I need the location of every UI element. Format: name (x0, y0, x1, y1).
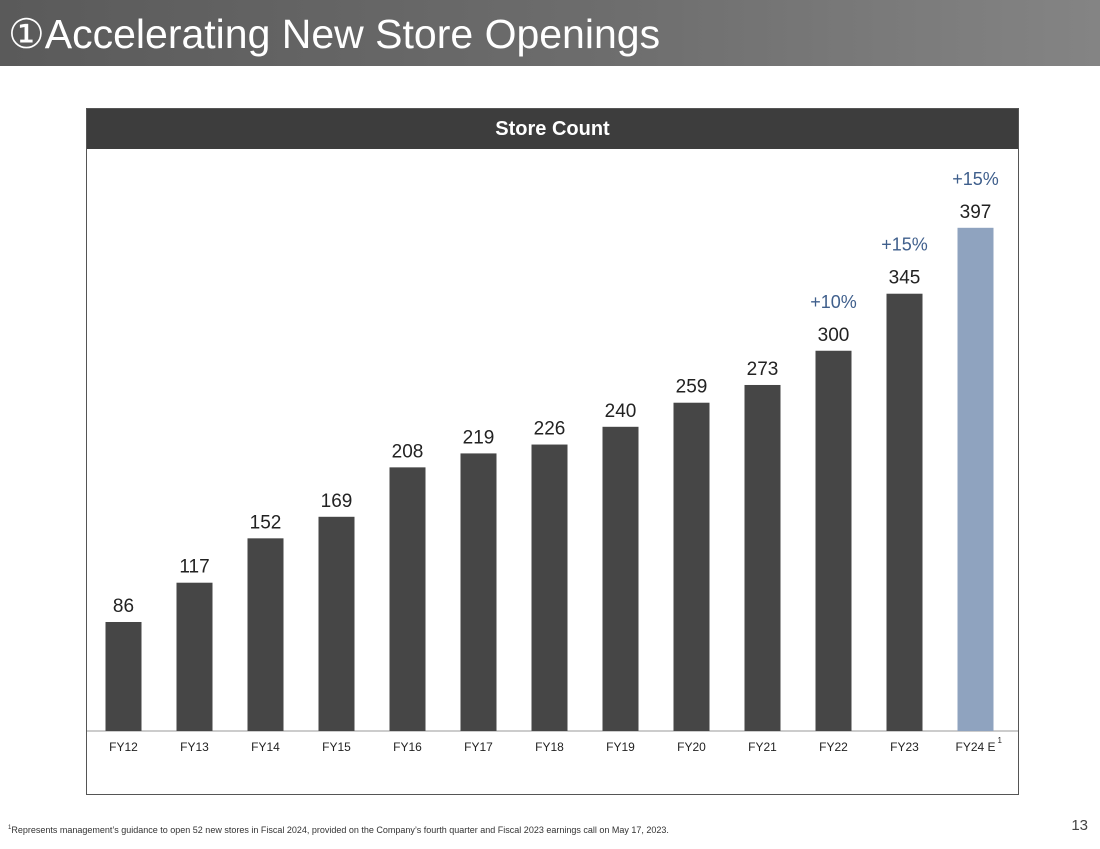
bar-fy22 (815, 350, 852, 731)
bar-fy18 (531, 444, 568, 731)
bar-fy20 (673, 402, 710, 731)
bar-fy13 (176, 582, 213, 731)
bar-fy17 (460, 453, 497, 731)
x-tick-superscript: 1 (998, 736, 1003, 745)
x-tick-label: FY20 (677, 740, 706, 754)
value-label: 152 (250, 512, 282, 533)
bar-fy24-e (957, 227, 994, 731)
x-tick-label: FY17 (464, 740, 493, 754)
bar-fy19 (602, 426, 639, 731)
value-label: 345 (889, 268, 921, 289)
value-label: 259 (676, 377, 708, 398)
value-label: 240 (605, 401, 637, 422)
slide-title: ①Accelerating New Store Openings (8, 11, 661, 57)
x-tick-label: FY16 (393, 740, 422, 754)
chart-title: Store Count (87, 109, 1018, 149)
footnote-text: Represents management’s guidance to open… (11, 825, 669, 835)
x-tick-label: FY15 (322, 740, 351, 754)
value-label: 86 (113, 596, 134, 617)
bar-fy23 (886, 293, 923, 731)
x-tick-label: FY13 (180, 740, 209, 754)
value-label: 169 (321, 491, 353, 512)
value-label: 273 (747, 359, 779, 380)
page-number: 13 (1071, 817, 1088, 834)
value-label: 300 (818, 325, 850, 346)
value-label: 208 (392, 441, 424, 462)
growth-label: +15% (881, 235, 928, 255)
x-tick-label: FY19 (606, 740, 635, 754)
footnote: 1Represents management’s guidance to ope… (8, 825, 669, 835)
bar-fy14 (247, 538, 284, 731)
chart-frame: Store Count 86 FY12 117 FY13 152 FY14 169 FY15 2… (86, 108, 1019, 795)
footnote-marker: 1 (8, 825, 12, 831)
x-tick-label: FY21 (748, 740, 777, 754)
store-count-chart: 86 FY12 117 FY13 152 FY14 169 FY15 208 FY16 219 FY1… (87, 169, 1018, 754)
bar-fy16 (389, 467, 426, 731)
value-label: 226 (534, 419, 566, 440)
bar-fy21 (744, 384, 781, 731)
value-label: 219 (463, 427, 495, 448)
growth-label: +15% (952, 169, 999, 189)
x-tick-label: FY24 E (955, 740, 995, 754)
x-tick-label: FY23 (890, 740, 919, 754)
bar-fy15 (318, 516, 355, 731)
x-tick-label: FY12 (109, 740, 138, 754)
x-tick-label: FY18 (535, 740, 564, 754)
title-bar: ①Accelerating New Store Openings (0, 0, 1100, 66)
growth-label: +10% (810, 292, 857, 312)
value-label: 117 (179, 557, 209, 578)
bar-fy12 (105, 621, 142, 731)
x-tick-label: FY22 (819, 740, 848, 754)
x-tick-label: FY14 (251, 740, 280, 754)
value-label: 397 (960, 202, 992, 223)
